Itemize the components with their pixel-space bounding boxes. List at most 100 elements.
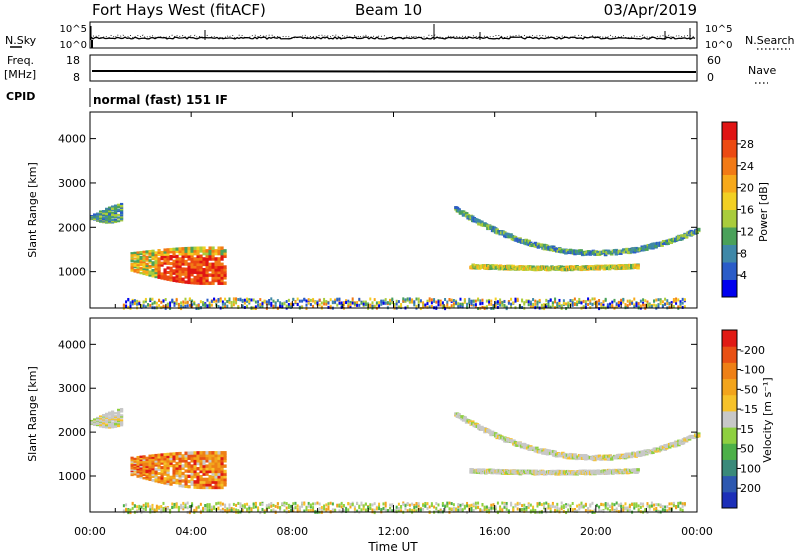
scatter-cell bbox=[237, 305, 240, 309]
scatter-cell bbox=[532, 302, 535, 306]
scatter-cell bbox=[202, 257, 206, 261]
scatter-cell bbox=[102, 210, 106, 212]
scatter-cell bbox=[180, 304, 183, 308]
scatter-cell bbox=[208, 477, 212, 482]
scatter-cell bbox=[529, 302, 532, 306]
scatter-cell bbox=[413, 503, 416, 507]
scatter-cell bbox=[214, 265, 218, 269]
scatter-cell bbox=[237, 501, 240, 505]
scatter-cell bbox=[148, 478, 152, 481]
scatter-cell bbox=[235, 508, 238, 512]
scatter-cell bbox=[389, 506, 392, 510]
scatter-cell bbox=[102, 218, 106, 221]
scatter-cell bbox=[114, 420, 118, 423]
scatter-cell bbox=[169, 257, 173, 261]
scatter-cell bbox=[224, 508, 227, 512]
scatter-cell bbox=[166, 470, 170, 474]
scatter-cell bbox=[307, 509, 310, 513]
scatter-cell bbox=[661, 300, 664, 304]
scatter-cell bbox=[187, 275, 191, 279]
scatter-cell bbox=[351, 502, 354, 506]
scatter-cell bbox=[127, 305, 130, 309]
scatter-cell bbox=[187, 466, 191, 471]
scatter-cell bbox=[180, 301, 183, 305]
scatter-cell bbox=[323, 302, 326, 306]
scatter-cell bbox=[154, 251, 158, 255]
scatter-cell bbox=[199, 278, 203, 283]
scatter-cell bbox=[488, 300, 491, 304]
scatter-cell bbox=[178, 479, 182, 483]
scatter-cell bbox=[666, 302, 669, 306]
y-tick-label: 3000 bbox=[58, 382, 86, 395]
scatter-cell bbox=[108, 221, 112, 224]
scatter-cell bbox=[122, 304, 125, 308]
scatter-cell bbox=[223, 249, 227, 253]
scatter-cell bbox=[604, 471, 609, 475]
scatter-cell bbox=[512, 508, 515, 512]
scatter-cell bbox=[142, 473, 146, 477]
scatter-cell bbox=[426, 302, 429, 306]
scatter-cell bbox=[375, 301, 378, 305]
scatter-cell bbox=[369, 503, 372, 507]
scatter-cell bbox=[133, 268, 137, 272]
scatter-cell bbox=[136, 466, 140, 469]
scatter-cell bbox=[202, 508, 205, 512]
scatter-cell bbox=[598, 509, 601, 513]
scatter-cell bbox=[102, 214, 106, 217]
scatter-cell bbox=[169, 454, 173, 458]
scatter-cell bbox=[224, 304, 227, 308]
scatter-cell bbox=[485, 507, 488, 511]
scatter-cell bbox=[117, 217, 121, 220]
scatter-cell bbox=[265, 300, 268, 304]
scatter-cell bbox=[657, 305, 660, 309]
scatter-cell bbox=[514, 504, 517, 508]
scatter-cell bbox=[391, 297, 394, 301]
scatter-cell bbox=[187, 451, 191, 455]
scatter-cell bbox=[246, 509, 249, 513]
scatter-cell bbox=[349, 303, 352, 307]
scatter-cell bbox=[437, 503, 440, 507]
scatter-cell bbox=[501, 501, 504, 505]
scatter-cell bbox=[190, 456, 194, 460]
scatter-cell bbox=[232, 509, 235, 513]
colorbar-swatch bbox=[722, 459, 737, 477]
scatter-cell bbox=[99, 423, 103, 426]
scatter-cell bbox=[373, 304, 376, 308]
x-tick-label: 08:00 bbox=[276, 525, 308, 538]
scatter-cell bbox=[265, 504, 268, 508]
scatter-cell bbox=[111, 422, 115, 425]
scatter-cell bbox=[130, 252, 134, 255]
scatter-cell bbox=[214, 276, 218, 280]
scatter-cell bbox=[613, 471, 617, 475]
scatter-cell bbox=[175, 466, 179, 470]
scatter-cell bbox=[668, 301, 671, 305]
scatter-cell bbox=[312, 506, 315, 510]
scatter-cell bbox=[111, 205, 115, 208]
scatter-cell bbox=[145, 461, 149, 465]
scatter-cell bbox=[514, 297, 517, 301]
scatter-cell bbox=[283, 501, 286, 505]
scatter-cell bbox=[133, 251, 137, 254]
scatter-cell bbox=[254, 505, 257, 509]
scatter-cell bbox=[496, 302, 499, 306]
scatter-cell bbox=[142, 455, 146, 458]
scatter-cell bbox=[145, 262, 149, 266]
scatter-cell bbox=[653, 299, 656, 303]
scatter-cell bbox=[199, 257, 203, 261]
scatter-cell bbox=[114, 424, 118, 427]
scatter-cell bbox=[631, 301, 634, 305]
scatter-cell bbox=[111, 207, 115, 210]
scatter-cell bbox=[211, 265, 215, 269]
scatter-cell bbox=[151, 253, 155, 257]
scatter-cell bbox=[483, 505, 486, 509]
scatter-cell bbox=[545, 298, 548, 302]
scatter-cell bbox=[145, 460, 149, 463]
scatter-cell bbox=[629, 250, 634, 254]
scatter-cell bbox=[578, 503, 581, 507]
y-tick-label: 3000 bbox=[58, 177, 86, 190]
scatter-cell bbox=[534, 299, 537, 303]
scatter-cell bbox=[285, 300, 288, 304]
colorbar-swatch bbox=[722, 192, 737, 210]
scatter-cell bbox=[151, 469, 155, 473]
scatter-cell bbox=[163, 453, 167, 457]
